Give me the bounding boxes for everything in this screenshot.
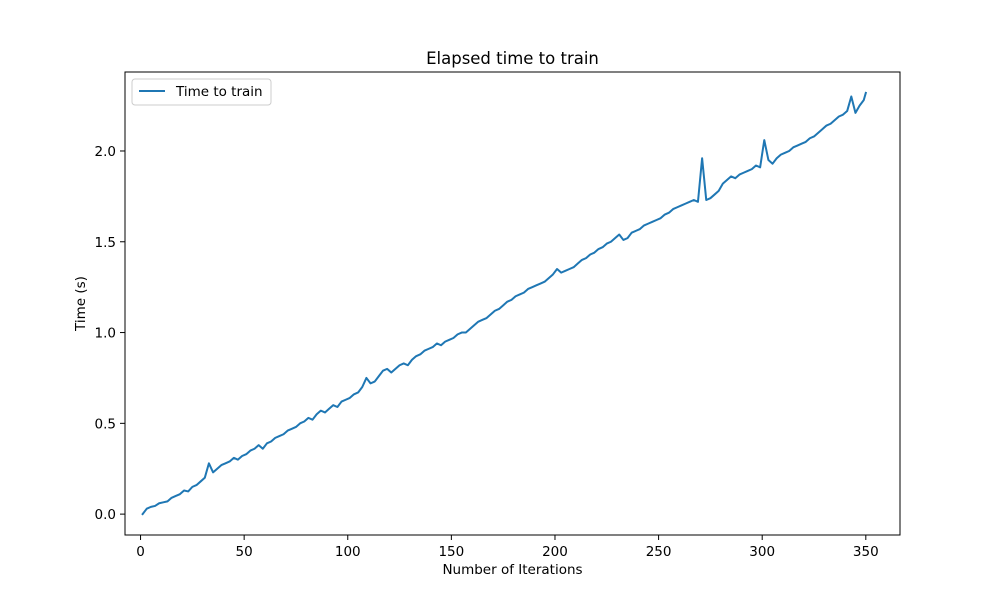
x-tick-label: 0 (136, 544, 145, 560)
x-tick-label: 300 (749, 544, 775, 560)
y-tick-label: 0.5 (95, 416, 116, 432)
y-tick-label: 0.0 (95, 507, 116, 523)
x-tick-label: 100 (335, 544, 361, 560)
x-tick-label: 250 (646, 544, 672, 560)
axes-frame (124, 71, 901, 536)
x-tick-label: 150 (438, 544, 464, 560)
y-tick-label: 1.0 (95, 326, 116, 342)
series-line-time-to-train (141, 91, 868, 516)
y-tick-label: 1.5 (95, 235, 116, 251)
chart-title: Elapsed time to train (426, 49, 599, 68)
plot-area (141, 91, 868, 516)
axis-ticks: 0 50 100 150 200 250 300 350 0.0 0.5 1.0 1.5 2.0 (95, 144, 879, 560)
legend-label-time-to-train: Time to train (175, 84, 263, 100)
legend-box (131, 78, 272, 106)
y-tick-label: 2.0 (95, 144, 116, 160)
x-tick-label: 350 (853, 544, 879, 560)
y-axis-label: Time (s) (73, 276, 89, 332)
legend: Time to train (131, 78, 272, 106)
x-axis-label: Number of Iterations (442, 562, 582, 578)
x-tick-label: 200 (542, 544, 568, 560)
x-tick-label: 50 (236, 544, 253, 560)
